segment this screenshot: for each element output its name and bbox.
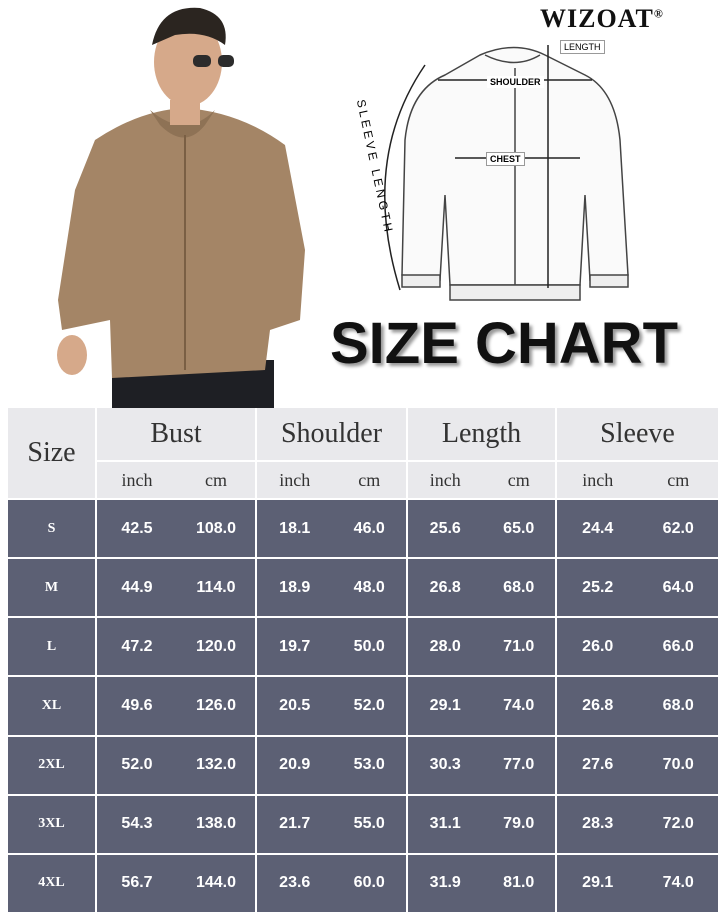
value-cell: 55.0 <box>332 795 406 853</box>
value-cell: 52.0 <box>97 736 177 794</box>
value-cell: 48.0 <box>332 559 406 617</box>
value-cell: 28.0 <box>408 618 483 676</box>
unit-header: inch <box>257 462 333 498</box>
value-cell: 53.0 <box>332 736 406 794</box>
value-cell: 74.0 <box>638 854 718 912</box>
chest-label: CHEST <box>486 152 525 166</box>
value-cell: 71.0 <box>482 618 555 676</box>
unit-header: inch <box>408 462 483 498</box>
value-cell: 47.2 <box>97 618 177 676</box>
group-header: Length <box>408 408 555 460</box>
value-cell: 81.0 <box>482 854 555 912</box>
value-cell: 138.0 <box>177 795 255 853</box>
unit-header: cm <box>638 462 718 498</box>
value-cell: 46.0 <box>332 500 406 558</box>
value-cell: 62.0 <box>638 500 718 558</box>
unit-header: inch <box>97 462 177 498</box>
header-art <box>57 7 629 410</box>
value-cell: 65.0 <box>482 500 555 558</box>
group-header: Bust <box>97 408 255 460</box>
value-cell: 19.7 <box>257 618 333 676</box>
value-cell: 70.0 <box>638 736 718 794</box>
value-cell: 144.0 <box>177 854 255 912</box>
value-cell: 18.9 <box>257 559 333 617</box>
value-cell: 114.0 <box>177 559 255 617</box>
group-header: Shoulder <box>257 408 406 460</box>
brand: WIZOAT® <box>540 4 664 34</box>
value-cell: 31.1 <box>408 795 483 853</box>
size-cell: 3XL <box>8 795 95 853</box>
value-cell: 54.3 <box>97 795 177 853</box>
value-cell: 21.7 <box>257 795 333 853</box>
value-cell: 26.0 <box>557 618 639 676</box>
title: SIZE CHART <box>330 311 678 376</box>
value-cell: 23.6 <box>257 854 333 912</box>
value-cell: 49.6 <box>97 677 177 735</box>
brand-name: WIZOAT <box>540 4 654 33</box>
value-cell: 18.1 <box>257 500 333 558</box>
size-cell: L <box>8 618 95 676</box>
value-cell: 66.0 <box>638 618 718 676</box>
value-cell: 79.0 <box>482 795 555 853</box>
unit-header: cm <box>332 462 406 498</box>
value-cell: 25.6 <box>408 500 483 558</box>
value-cell: 27.6 <box>557 736 639 794</box>
value-cell: 74.0 <box>482 677 555 735</box>
size-cell: XL <box>8 677 95 735</box>
unit-header: cm <box>177 462 255 498</box>
value-cell: 29.1 <box>557 854 639 912</box>
value-cell: 26.8 <box>557 677 639 735</box>
value-cell: 120.0 <box>177 618 255 676</box>
value-cell: 20.5 <box>257 677 333 735</box>
value-cell: 52.0 <box>332 677 406 735</box>
value-cell: 77.0 <box>482 736 555 794</box>
model-illustration <box>57 7 305 410</box>
size-cell: 2XL <box>8 736 95 794</box>
value-cell: 26.8 <box>408 559 483 617</box>
value-cell: 28.3 <box>557 795 639 853</box>
group-header: Sleeve <box>557 408 718 460</box>
value-cell: 20.9 <box>257 736 333 794</box>
size-cell: M <box>8 559 95 617</box>
unit-header: cm <box>482 462 555 498</box>
value-cell: 31.9 <box>408 854 483 912</box>
value-cell: 25.2 <box>557 559 639 617</box>
brand-mark: ® <box>653 6 664 21</box>
value-cell: 29.1 <box>408 677 483 735</box>
value-cell: 68.0 <box>482 559 555 617</box>
value-cell: 30.3 <box>408 736 483 794</box>
unit-header: inch <box>557 462 639 498</box>
value-cell: 50.0 <box>332 618 406 676</box>
value-cell: 56.7 <box>97 854 177 912</box>
shoulder-label: SHOULDER <box>487 76 544 88</box>
value-cell: 44.9 <box>97 559 177 617</box>
jacket-diagram <box>384 45 629 301</box>
value-cell: 60.0 <box>332 854 406 912</box>
value-cell: 24.4 <box>557 500 639 558</box>
size-cell: S <box>8 500 95 558</box>
value-cell: 72.0 <box>638 795 718 853</box>
size-cell: 4XL <box>8 854 95 912</box>
value-cell: 132.0 <box>177 736 255 794</box>
size-header: Size <box>8 408 95 498</box>
value-cell: 126.0 <box>177 677 255 735</box>
value-cell: 42.5 <box>97 500 177 558</box>
size-table: Size Bust inch cm Shoulder inch cm Length inch cm… <box>8 408 720 916</box>
value-cell: 108.0 <box>177 500 255 558</box>
value-cell: 64.0 <box>638 559 718 617</box>
value-cell: 68.0 <box>638 677 718 735</box>
length-label: LENGTH <box>560 40 605 54</box>
